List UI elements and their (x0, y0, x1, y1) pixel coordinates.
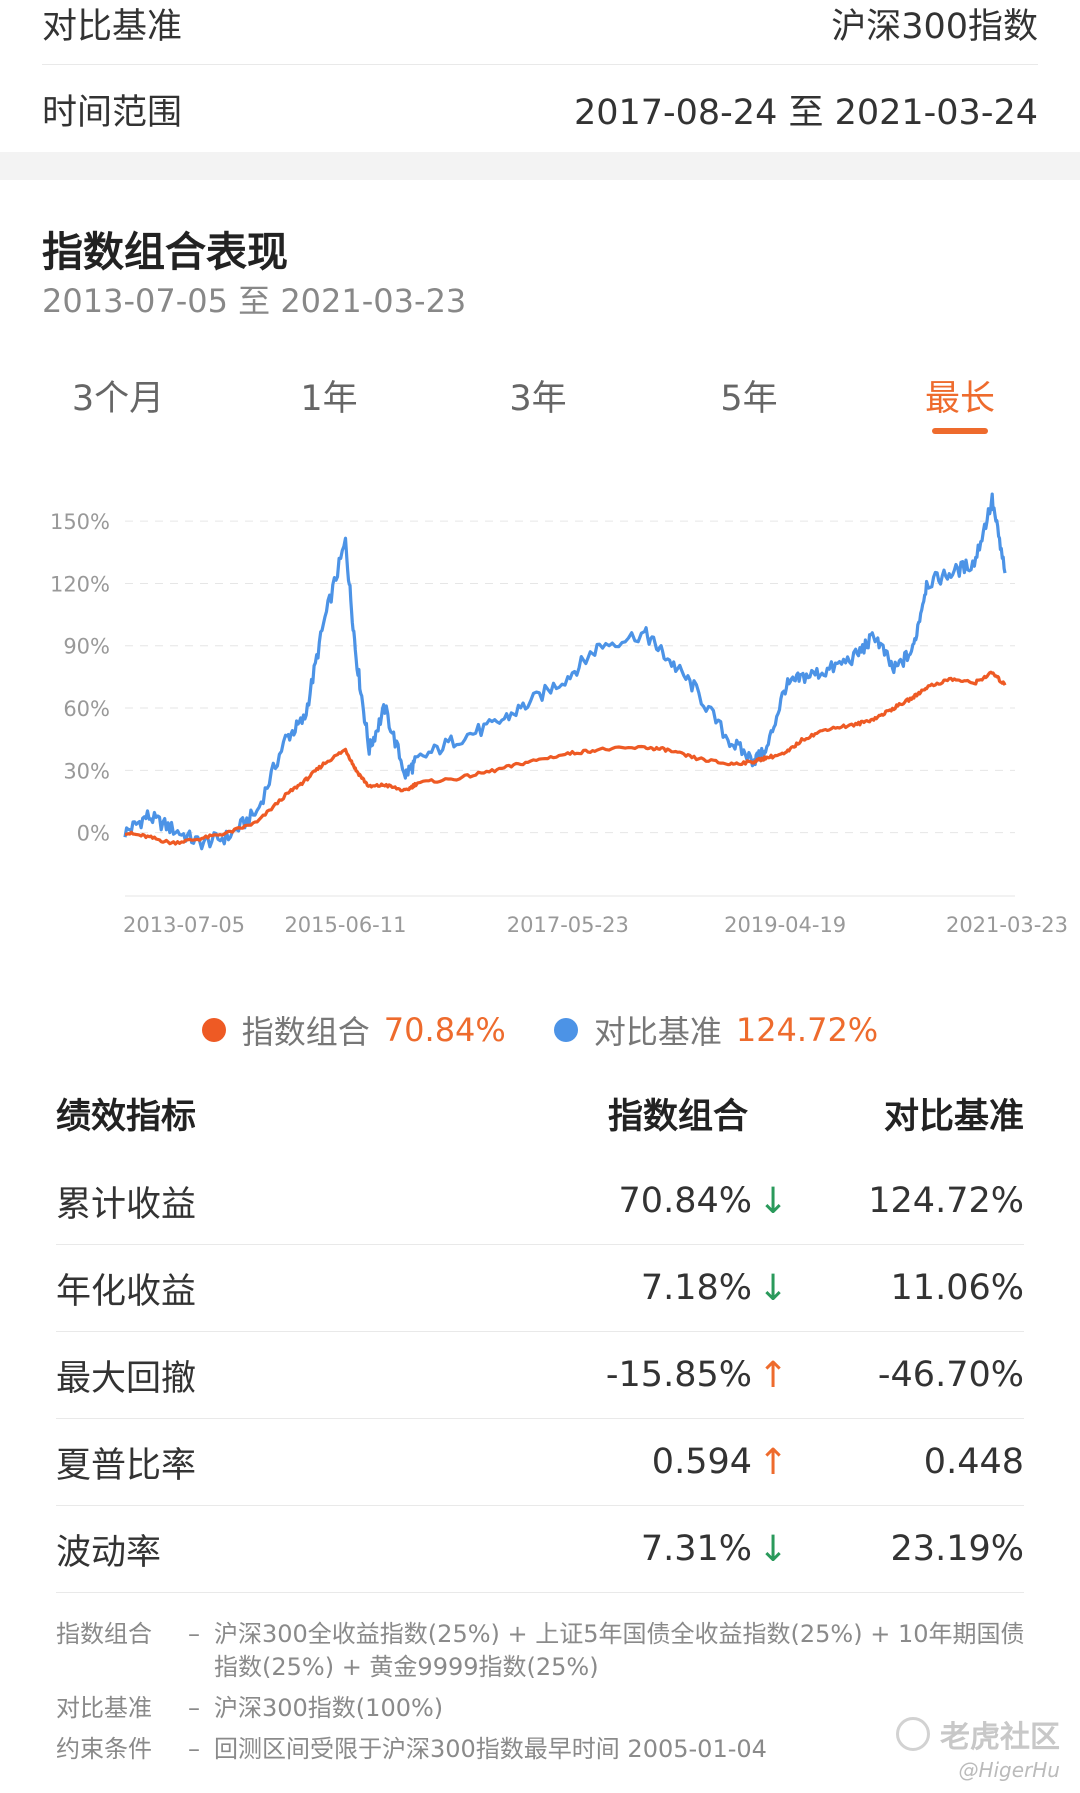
performance-title: 指数组合表现 (42, 228, 288, 276)
legend-label-benchmark: 对比基准 (593, 1013, 722, 1051)
note-dash: – (188, 1694, 200, 1722)
chart-series (123, 492, 1007, 851)
active-tab-indicator (932, 428, 988, 434)
note-key: 约束条件 (56, 1735, 152, 1763)
benchmark-value: 11.06% (890, 1268, 1024, 1308)
performance-chart: 150% 120% 90% 60% 30% 0% 2013-07-05 2015-06-11… (50, 492, 1068, 937)
portfolio-value: 70.84% (618, 1181, 752, 1221)
section-separator (0, 152, 1080, 180)
legend-dot-benchmark (553, 1018, 578, 1042)
benchmark-row: 对比基准 沪深300指数 (42, 0, 1038, 64)
legend-value-portfolio: 70.84% (383, 1011, 506, 1049)
benchmark-value: 0.448 (923, 1442, 1024, 1482)
chart-grid (125, 520, 1015, 897)
arrow-down-icon: ↓ (758, 1528, 789, 1570)
portfolio-value: 7.18% (640, 1268, 752, 1308)
performance-date-range: 2013-07-05 至 2021-03-23 (42, 282, 467, 320)
arrow-down-icon: ↓ (758, 1180, 789, 1222)
metric-name: 波动率 (56, 1532, 162, 1573)
benchmark-label: 对比基准 (42, 6, 183, 47)
y-tick-label: 120% (50, 572, 110, 596)
x-tick-label: 2017-05-23 (507, 913, 629, 937)
chart-legend: 指数组合 70.84% 对比基准 124.72% (0, 1008, 1080, 1052)
tab-3-years[interactable]: 3年 (509, 379, 567, 419)
note-portfolio: 指数组合 – 沪深300全收益指数(25%) + 上证5年国债全收益指数(25%… (56, 1618, 1040, 1684)
metric-name: 夏普比率 (56, 1445, 197, 1486)
legend-item-benchmark: 对比基准 124.72% (553, 1007, 879, 1053)
metric-name: 累计收益 (56, 1184, 197, 1225)
period-tabs: 3个月 1年 3年 5年 最长 (0, 370, 1080, 450)
benchmark-value: -46.70% (877, 1355, 1024, 1395)
x-tick-label: 2013-07-05 (123, 913, 245, 937)
arrow-up-icon: ↑ (758, 1354, 789, 1396)
tab-5-years[interactable]: 5年 (720, 379, 778, 419)
note-value: 沪深300指数(100%) (214, 1694, 444, 1722)
time-range-row: 时间范围 2017-08-24 至 2021-03-24 (42, 68, 1038, 150)
metrics-table: 绩效指标 指数组合 对比基准 累计收益 70.84% ↓ 124.72% 年化收… (56, 1068, 1024, 1593)
note-dash: – (188, 1735, 200, 1763)
header-portfolio: 指数组合 (607, 1096, 748, 1137)
watermark-handle: @HigerHu (958, 1758, 1060, 1782)
header-benchmark: 对比基准 (883, 1096, 1024, 1137)
header-metric: 绩效指标 (56, 1096, 197, 1137)
note-value: 回测区间受限于沪深300指数最早时间 2005-01-04 (214, 1735, 767, 1763)
benchmark-value: 沪深300指数 (831, 6, 1038, 47)
note-key: 对比基准 (56, 1694, 152, 1722)
portfolio-value: -15.85% (605, 1355, 752, 1395)
arrow-up-icon: ↑ (758, 1441, 789, 1483)
y-tick-label: 0% (77, 822, 110, 846)
y-axis-ticks: 150% 120% 90% 60% 30% 0% (50, 510, 110, 845)
y-tick-label: 30% (63, 759, 110, 783)
tab-1-year[interactable]: 1年 (300, 379, 358, 419)
tiger-logo-icon (896, 1717, 930, 1751)
tab-max[interactable]: 最长 (924, 379, 995, 419)
time-range-value: 2017-08-24 至 2021-03-24 (573, 92, 1038, 133)
x-axis-ticks: 2013-07-05 2015-06-11 2017-05-23 2019-04-19… (123, 913, 1068, 937)
tab-3-months[interactable]: 3个月 (71, 379, 165, 419)
x-tick-label: 2015-06-11 (284, 913, 406, 937)
note-value: 沪深300全收益指数(25%) + 上证5年国债全收益指数(25%) + 10年… (214, 1620, 1025, 1681)
table-row: 年化收益 7.18% ↓ 11.06% (56, 1245, 1024, 1332)
metric-name: 最大回撤 (56, 1358, 197, 1399)
series-line-benchmark (123, 492, 1007, 851)
table-row: 夏普比率 0.594 ↑ 0.448 (56, 1419, 1024, 1506)
footnotes: 指数组合 – 沪深300全收益指数(25%) + 上证5年国债全收益指数(25%… (56, 1618, 1040, 1774)
watermark: 老虎社区 (896, 1712, 1060, 1756)
table-row: 累计收益 70.84% ↓ 124.72% (56, 1158, 1024, 1245)
time-range-label: 时间范围 (42, 92, 183, 133)
table-row: 最大回撤 -15.85% ↑ -46.70% (56, 1332, 1024, 1419)
metric-name: 年化收益 (56, 1271, 197, 1312)
series-line-portfolio (124, 670, 1007, 846)
portfolio-value: 0.594 (651, 1442, 752, 1482)
legend-item-portfolio: 指数组合 70.84% (201, 1007, 506, 1053)
x-tick-label: 2021-03-23 (946, 913, 1068, 937)
table-header: 绩效指标 指数组合 对比基准 (56, 1068, 1024, 1158)
y-tick-label: 150% (50, 510, 110, 534)
benchmark-value: 124.72% (868, 1181, 1024, 1221)
y-tick-label: 90% (63, 635, 110, 659)
note-key: 指数组合 (56, 1620, 152, 1648)
note-constraint: 约束条件 – 回测区间受限于沪深300指数最早时间 2005-01-04 (56, 1733, 1040, 1766)
note-benchmark: 对比基准 – 沪深300指数(100%) (56, 1692, 1040, 1725)
note-dash: – (188, 1620, 200, 1648)
legend-value-benchmark: 124.72% (735, 1011, 879, 1049)
portfolio-value: 7.31% (640, 1529, 752, 1569)
arrow-down-icon: ↓ (758, 1267, 789, 1309)
legend-dot-portfolio (201, 1018, 226, 1042)
legend-label-portfolio: 指数组合 (241, 1013, 370, 1051)
divider (42, 64, 1038, 65)
benchmark-value: 23.19% (890, 1529, 1024, 1569)
watermark-text: 老虎社区 (940, 1720, 1060, 1755)
x-tick-label: 2019-04-19 (724, 913, 846, 937)
y-tick-label: 60% (63, 697, 110, 721)
table-row: 波动率 7.31% ↓ 23.19% (56, 1506, 1024, 1593)
